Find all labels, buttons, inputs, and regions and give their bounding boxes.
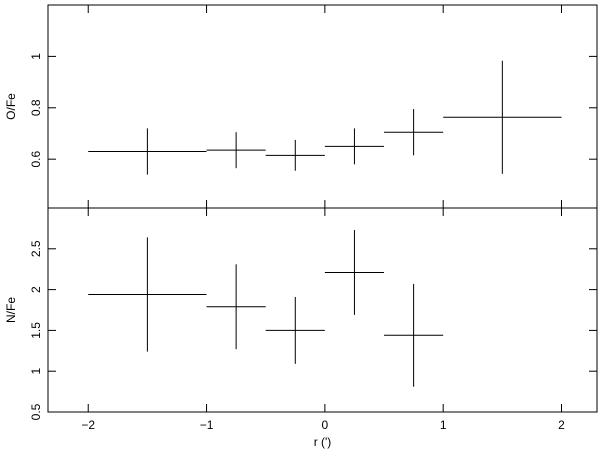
y-tick-label: 0.6 — [29, 151, 43, 168]
y-tick-label: 0.5 — [29, 403, 43, 420]
y-tick-label: 1.5 — [29, 322, 43, 339]
y-tick-label: 0.8 — [29, 99, 43, 116]
y-tick-label: 2 — [29, 286, 43, 293]
y-axis-label: N/Fe — [4, 297, 18, 323]
y-tick-label: 1 — [29, 368, 43, 375]
plot-frame — [47, 207, 598, 413]
plot-frame — [47, 4, 598, 209]
x-tick-label: 1 — [440, 418, 447, 432]
x-axis-label: r (') — [314, 435, 332, 449]
x-tick-label: 2 — [558, 418, 565, 432]
y-tick-label: 2.5 — [29, 240, 43, 257]
x-tick-label: −1 — [200, 418, 214, 432]
y-tick-label: 1 — [29, 53, 43, 60]
y-axis-label: O/Fe — [4, 93, 18, 120]
x-tick-label: 0 — [322, 418, 329, 432]
x-tick-label: −2 — [81, 418, 95, 432]
